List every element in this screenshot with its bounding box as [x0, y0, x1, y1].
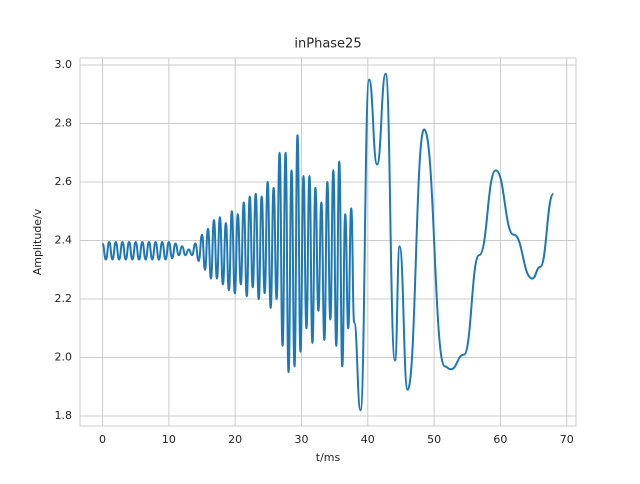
y-tick-label: 2.8	[55, 117, 73, 130]
chart-title: inPhase25	[294, 37, 361, 52]
x-tick-label: 10	[162, 433, 176, 446]
data-line	[101, 72, 555, 412]
x-tick-label: 50	[427, 433, 441, 446]
y-tick-label: 2.4	[55, 234, 73, 247]
y-tick-label: 2.0	[55, 351, 73, 364]
y-tick-label: 1.8	[55, 409, 73, 422]
x-tick-label: 40	[361, 433, 375, 446]
y-tick-label: 2.6	[55, 175, 73, 188]
x-axis-label: t/ms	[316, 451, 341, 464]
x-tick-label: 30	[294, 433, 308, 446]
y-tick-label: 3.0	[55, 58, 73, 71]
y-tick-label: 2.2	[55, 292, 73, 305]
x-tick-label: 0	[99, 433, 106, 446]
x-tick-label: 20	[228, 433, 242, 446]
x-tick-label: 60	[493, 433, 507, 446]
x-tick-label: 70	[560, 433, 574, 446]
y-axis-label: Amplitude/v	[31, 208, 44, 275]
